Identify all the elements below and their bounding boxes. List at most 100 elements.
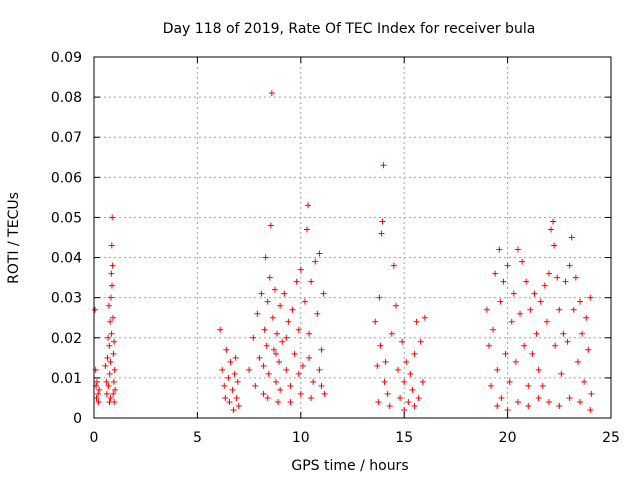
data-point: [556, 306, 563, 313]
data-point: [221, 382, 228, 389]
data-point: [527, 306, 534, 313]
data-point: [564, 338, 571, 345]
data-point: [108, 330, 115, 337]
data-point: [376, 294, 383, 301]
data-point: [105, 334, 112, 341]
data-point: [222, 394, 229, 401]
data-point: [287, 382, 294, 389]
data-point: [110, 390, 117, 397]
data-point: [263, 342, 270, 349]
data-point: [102, 362, 109, 369]
y-tick-label: 0.08: [51, 90, 82, 106]
data-point: [378, 230, 385, 237]
data-point: [270, 346, 277, 353]
data-point: [579, 330, 586, 337]
data-point: [318, 346, 325, 353]
data-point: [266, 274, 273, 281]
data-point: [316, 366, 323, 373]
data-point: [260, 362, 267, 369]
data-point: [485, 342, 492, 349]
y-tick-label: 0.01: [51, 371, 82, 387]
data-point: [502, 350, 509, 357]
data-point: [265, 370, 272, 377]
data-point: [262, 254, 269, 261]
data-point: [419, 378, 426, 385]
data-point: [504, 406, 511, 413]
data-point: [568, 234, 575, 241]
data-point: [411, 350, 418, 357]
data-point: [272, 350, 279, 357]
data-point: [514, 398, 521, 405]
data-point: [235, 402, 242, 409]
data-point: [275, 398, 282, 405]
data-point: [297, 390, 304, 397]
data-point: [545, 270, 552, 277]
data-point: [105, 382, 112, 389]
data-point: [488, 382, 495, 389]
data-point: [254, 310, 261, 317]
data-point: [560, 330, 567, 337]
data-point: [260, 390, 267, 397]
data-point: [110, 350, 117, 357]
data-point: [107, 394, 114, 401]
y-tick-label: 0.09: [51, 50, 82, 66]
data-point: [525, 382, 532, 389]
data-point: [272, 378, 279, 385]
data-point: [585, 346, 592, 353]
data-point: [525, 402, 532, 409]
data-point: [587, 294, 594, 301]
data-point: [109, 214, 116, 221]
data-point: [588, 390, 595, 397]
data-point: [411, 402, 418, 409]
data-point: [566, 262, 573, 269]
data-point: [274, 330, 281, 337]
y-tick-label: 0: [73, 411, 82, 427]
data-point: [110, 378, 117, 385]
data-point: [106, 370, 113, 377]
data-point: [399, 338, 406, 345]
data-point: [299, 362, 306, 369]
data-point: [562, 278, 569, 285]
data-point: [556, 402, 563, 409]
data-point: [261, 326, 268, 333]
data-point: [232, 354, 239, 361]
y-tick-label: 0.07: [51, 130, 82, 146]
data-point: [379, 218, 386, 225]
data-point: [285, 318, 292, 325]
data-point: [106, 398, 113, 405]
x-tick-label: 10: [292, 430, 310, 446]
data-point: [316, 250, 323, 257]
data-point: [103, 378, 110, 385]
data-point: [231, 370, 238, 377]
data-point: [110, 314, 117, 321]
data-point: [521, 342, 528, 349]
data-point: [287, 398, 294, 405]
data-point: [550, 218, 557, 225]
data-point: [494, 402, 501, 409]
data-point: [374, 362, 381, 369]
data-point: [95, 398, 102, 405]
data-point: [401, 378, 408, 385]
data-point: [558, 370, 565, 377]
data-point: [533, 330, 540, 337]
data-point: [576, 398, 583, 405]
data-point: [570, 306, 577, 313]
axis-ticks: [93, 56, 612, 419]
data-point: [537, 298, 544, 305]
y-tick-label: 0.04: [51, 251, 82, 267]
data-point: [107, 318, 114, 325]
x-tick-label: 0: [90, 430, 99, 446]
data-point: [512, 358, 519, 365]
data-point: [268, 90, 275, 97]
data-point: [306, 354, 313, 361]
data-point: [252, 382, 259, 389]
data-point: [517, 310, 524, 317]
data-point: [318, 382, 325, 389]
data-point: [108, 282, 115, 289]
data-point: [531, 290, 538, 297]
data-point: [277, 386, 284, 393]
data-point: [277, 302, 284, 309]
data-point: [246, 366, 253, 373]
data-point: [264, 394, 271, 401]
data-point: [407, 370, 414, 377]
